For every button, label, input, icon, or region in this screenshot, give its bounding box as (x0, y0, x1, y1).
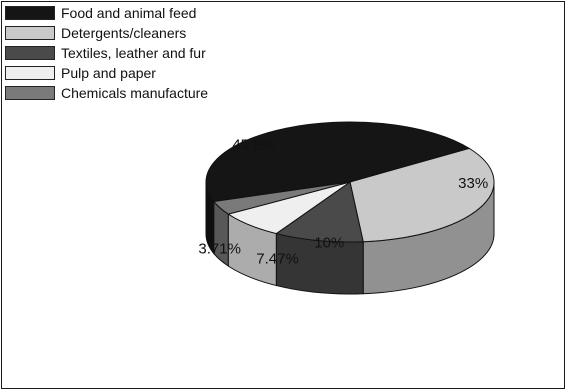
pie-slice-detergents (349, 147, 495, 243)
legend-label-chemicals: Chemicals manufacture (61, 85, 209, 101)
pie-label-food: 45.8% (232, 136, 275, 153)
pie-label-chemicals: 3.71% (198, 241, 241, 258)
pie-slice-chemicals (212, 181, 351, 215)
legend-label-food: Food and animal feed (61, 5, 197, 21)
pie-label-detergents: 33% (458, 175, 488, 192)
legend-swatch-chemicals (5, 86, 55, 100)
legend-swatch-textiles (5, 46, 55, 60)
pie-slice-textiles (275, 181, 364, 243)
pie-label-pulp: 7.47% (256, 251, 299, 268)
pie-label-textiles: 10% (314, 234, 344, 251)
pie-slice-food (205, 121, 471, 203)
legend-label-detergents: Detergents/cleaners (61, 25, 187, 41)
legend-swatch-detergents (5, 26, 55, 40)
legend-label-textiles: Textiles, leather and fur (61, 45, 206, 61)
legend-label-pulp: Pulp and paper (61, 65, 156, 81)
legend-swatch-food (5, 6, 55, 20)
legend-swatch-pulp (5, 66, 55, 80)
